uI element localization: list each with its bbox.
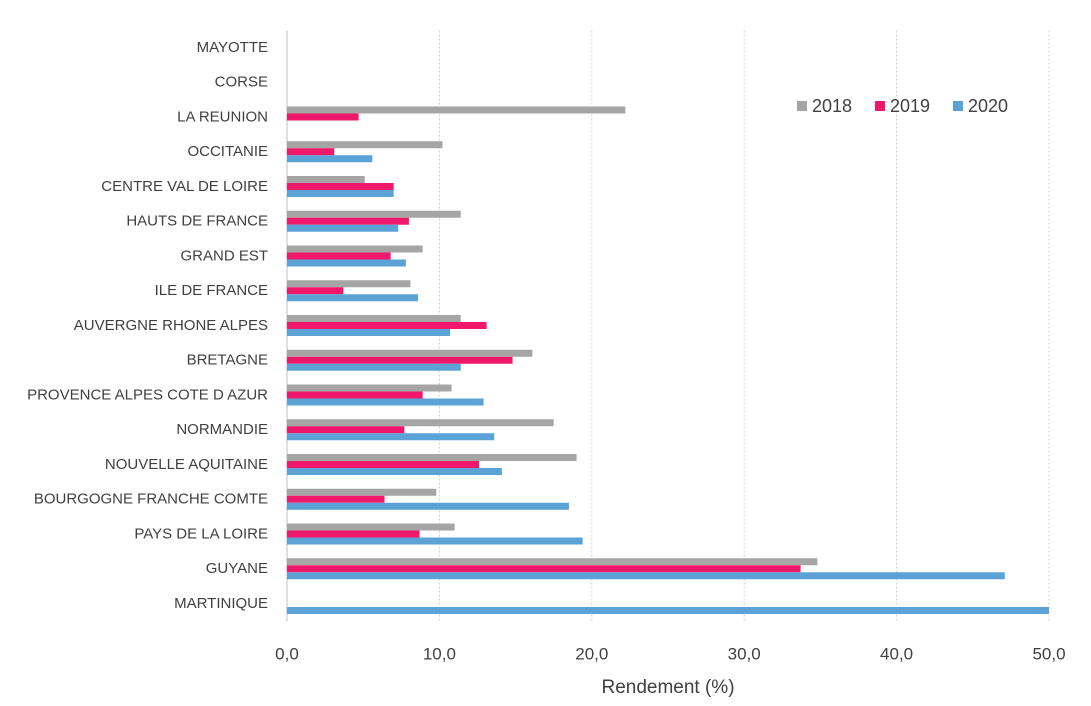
y-tick-label: ILE DE FRANCE bbox=[155, 282, 268, 299]
x-tick-label: 40,0 bbox=[880, 644, 913, 663]
bar bbox=[287, 315, 461, 322]
y-tick-label: PROVENCE ALPES COTE D AZUR bbox=[27, 386, 268, 403]
bar bbox=[287, 294, 419, 302]
x-tick-label: 0,0 bbox=[275, 644, 299, 663]
y-tick-label: HAUTS DE FRANCE bbox=[126, 213, 268, 230]
legend-label: 2019 bbox=[890, 96, 930, 116]
bar bbox=[287, 607, 1049, 615]
bar bbox=[287, 537, 583, 545]
y-tick-label: BOURGOGNE FRANCHE COMTE bbox=[34, 491, 268, 508]
bar bbox=[287, 391, 423, 399]
bar bbox=[287, 245, 423, 253]
bar bbox=[287, 488, 437, 496]
bar bbox=[287, 530, 420, 538]
bar bbox=[287, 384, 452, 392]
x-axis-title: Rendement (%) bbox=[601, 677, 734, 698]
legend-label: 2020 bbox=[968, 96, 1008, 116]
bar bbox=[287, 419, 554, 427]
bar bbox=[287, 349, 533, 357]
legend-swatch bbox=[797, 101, 807, 111]
bar bbox=[287, 495, 385, 503]
bar bbox=[287, 141, 443, 149]
bar bbox=[287, 182, 394, 190]
bar bbox=[287, 287, 344, 295]
bar bbox=[287, 433, 495, 441]
bar bbox=[287, 322, 487, 329]
bar bbox=[287, 356, 513, 364]
bar bbox=[287, 210, 461, 218]
legend-label: 2018 bbox=[812, 96, 852, 116]
x-tick-label: 20,0 bbox=[575, 644, 608, 663]
y-tick-label: BRETAGNE bbox=[187, 352, 268, 369]
bar bbox=[287, 280, 411, 288]
bar bbox=[287, 502, 569, 510]
y-tick-label: GRAND EST bbox=[180, 247, 268, 264]
y-tick-label: AUVERGNE RHONE ALPES bbox=[74, 317, 268, 334]
bar bbox=[287, 175, 365, 183]
y-tick-label: MARTINIQUE bbox=[174, 595, 268, 612]
y-tick-label: MAYOTTE bbox=[197, 39, 268, 56]
x-tick-label: 30,0 bbox=[728, 644, 761, 663]
y-tick-label: CENTRE VAL DE LOIRE bbox=[101, 178, 268, 195]
bar bbox=[287, 259, 406, 267]
bar bbox=[287, 113, 359, 121]
bar bbox=[287, 363, 461, 371]
bar bbox=[287, 252, 391, 260]
bar bbox=[287, 523, 455, 531]
x-tick-label: 10,0 bbox=[423, 644, 456, 663]
bar bbox=[287, 329, 451, 336]
y-tick-label: PAYS DE LA LOIRE bbox=[134, 525, 268, 542]
bar bbox=[287, 106, 626, 114]
y-tick-label: CORSE bbox=[215, 74, 268, 91]
y-tick-label: OCCITANIE bbox=[187, 143, 268, 160]
bar bbox=[287, 217, 409, 225]
legend-swatch bbox=[953, 101, 963, 111]
bar bbox=[287, 461, 480, 469]
bar bbox=[287, 155, 373, 163]
bar bbox=[287, 565, 801, 573]
bar bbox=[287, 189, 394, 197]
bar bbox=[287, 454, 577, 462]
y-tick-label: LA REUNION bbox=[177, 108, 268, 125]
bar bbox=[287, 558, 818, 566]
y-tick-label: GUYANE bbox=[206, 560, 268, 577]
y-tick-label: NORMANDIE bbox=[176, 421, 268, 438]
bar bbox=[287, 468, 502, 476]
x-tick-label: 50,0 bbox=[1032, 644, 1065, 663]
y-tick-label: NOUVELLE AQUITAINE bbox=[105, 456, 268, 473]
legend-swatch bbox=[875, 101, 885, 111]
bar bbox=[287, 398, 484, 406]
bar bbox=[287, 572, 1005, 580]
bar bbox=[287, 426, 405, 434]
bar bbox=[287, 148, 335, 156]
bar bbox=[287, 224, 399, 232]
